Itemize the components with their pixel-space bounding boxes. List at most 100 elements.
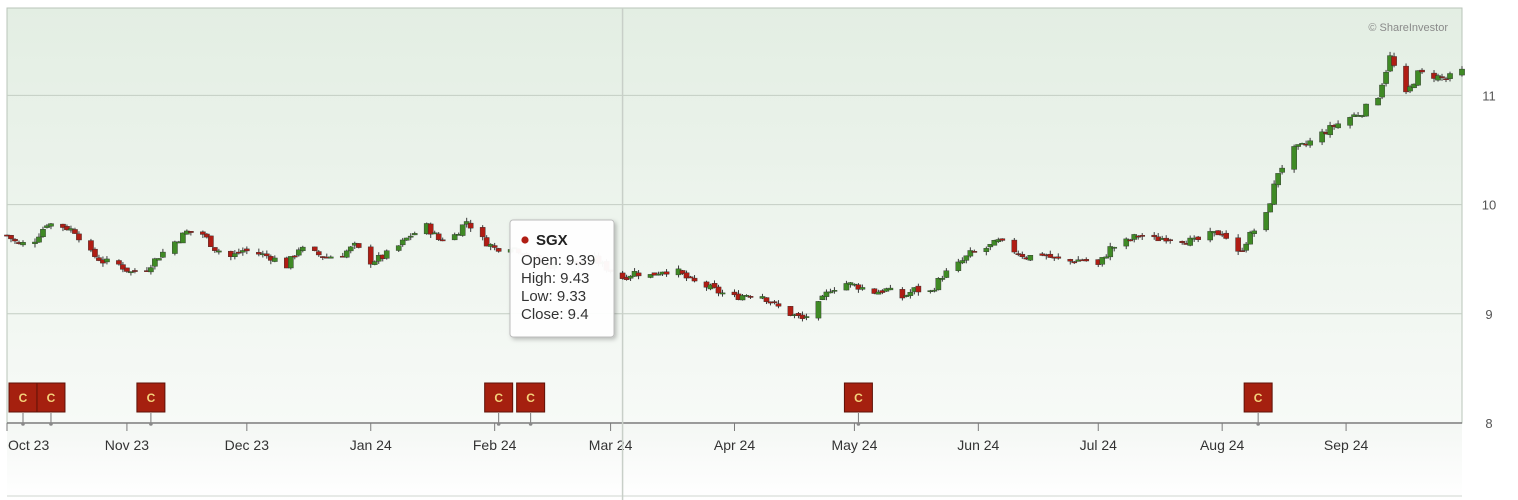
candle[interactable]	[236, 248, 242, 255]
candle[interactable]	[1267, 203, 1273, 213]
candle[interactable]	[739, 294, 746, 301]
candle[interactable]	[683, 270, 690, 282]
candle[interactable]	[347, 245, 354, 254]
candle[interactable]	[991, 239, 998, 246]
event-flag[interactable]: C	[136, 382, 166, 426]
candle[interactable]	[88, 238, 94, 253]
candle[interactable]	[715, 284, 722, 297]
candle[interactable]	[288, 256, 294, 270]
candle[interactable]	[775, 300, 782, 309]
candle[interactable]	[327, 255, 334, 259]
candle[interactable]	[212, 247, 218, 253]
candle[interactable]	[8, 234, 14, 243]
candle[interactable]	[479, 225, 486, 241]
chart-credit[interactable]: © ShareInvestor	[1368, 22, 1448, 34]
candle[interactable]	[483, 235, 490, 247]
candle[interactable]	[843, 280, 850, 291]
candle[interactable]	[272, 255, 278, 263]
candle[interactable]	[311, 246, 318, 252]
candle[interactable]	[160, 248, 166, 258]
candle[interactable]	[1223, 230, 1229, 240]
candle[interactable]	[399, 237, 406, 247]
candle[interactable]	[1151, 232, 1158, 240]
event-flag[interactable]: C	[516, 382, 546, 426]
candle[interactable]	[451, 232, 458, 241]
candle[interactable]	[627, 275, 634, 282]
candle[interactable]	[232, 250, 238, 260]
candle[interactable]	[1251, 228, 1257, 237]
candle[interactable]	[871, 288, 878, 295]
candle[interactable]	[1055, 253, 1062, 260]
candle[interactable]	[915, 283, 922, 296]
candle[interactable]	[831, 287, 838, 294]
candle[interactable]	[180, 232, 186, 244]
candle[interactable]	[208, 235, 214, 248]
candle[interactable]	[60, 223, 66, 232]
candle[interactable]	[367, 244, 374, 268]
candle[interactable]	[1295, 144, 1301, 150]
candle[interactable]	[256, 248, 262, 257]
event-flag[interactable]: C	[36, 382, 66, 426]
candle[interactable]	[1123, 237, 1130, 250]
candle[interactable]	[411, 231, 418, 236]
candle[interactable]	[1327, 121, 1333, 138]
candle[interactable]	[355, 243, 362, 249]
candle[interactable]	[188, 231, 194, 236]
candle[interactable]	[116, 259, 122, 266]
candle[interactable]	[1019, 251, 1026, 259]
candle[interactable]	[847, 282, 854, 288]
candle[interactable]	[1335, 120, 1341, 129]
candle[interactable]	[1127, 238, 1134, 242]
candle[interactable]	[371, 260, 378, 266]
candle[interactable]	[463, 217, 470, 228]
candle[interactable]	[395, 245, 402, 253]
candle[interactable]	[827, 288, 834, 294]
candle[interactable]	[264, 250, 270, 259]
candle[interactable]	[439, 237, 446, 242]
candle[interactable]	[1107, 242, 1114, 261]
candle[interactable]	[1111, 246, 1118, 252]
candle[interactable]	[96, 254, 102, 262]
candle[interactable]	[1383, 69, 1389, 87]
event-flag[interactable]: C	[1243, 382, 1273, 426]
candle[interactable]	[619, 270, 626, 280]
candle[interactable]	[687, 275, 694, 279]
candle[interactable]	[1407, 84, 1413, 94]
candle[interactable]	[1439, 73, 1445, 81]
candle[interactable]	[44, 223, 50, 229]
candle[interactable]	[72, 227, 78, 234]
candle[interactable]	[172, 240, 178, 256]
candle[interactable]	[803, 313, 810, 321]
candle[interactable]	[76, 231, 82, 243]
candle[interactable]	[20, 240, 26, 247]
candle[interactable]	[655, 271, 662, 276]
candle[interactable]	[795, 311, 802, 319]
candle[interactable]	[1415, 70, 1421, 87]
candle[interactable]	[292, 254, 298, 260]
candle[interactable]	[92, 247, 98, 259]
candle[interactable]	[935, 277, 942, 291]
candle[interactable]	[1379, 83, 1385, 100]
candle[interactable]	[999, 238, 1006, 242]
candle[interactable]	[36, 233, 42, 243]
candle[interactable]	[1139, 233, 1146, 240]
candle[interactable]	[903, 294, 910, 298]
candle[interactable]	[1179, 240, 1185, 245]
candle[interactable]	[1291, 144, 1297, 173]
candle[interactable]	[459, 224, 466, 237]
candle[interactable]	[1307, 137, 1313, 148]
candle[interactable]	[1247, 230, 1253, 245]
candle[interactable]	[1167, 238, 1174, 244]
candle[interactable]	[967, 247, 974, 258]
candle[interactable]	[1011, 237, 1018, 254]
candle[interactable]	[128, 271, 134, 276]
candle[interactable]	[64, 224, 70, 231]
candle[interactable]	[403, 237, 410, 241]
candle[interactable]	[859, 284, 866, 291]
candle[interactable]	[731, 289, 738, 298]
candle[interactable]	[1103, 254, 1110, 259]
candle[interactable]	[1319, 128, 1325, 146]
candle[interactable]	[204, 232, 210, 239]
candle[interactable]	[711, 280, 718, 289]
